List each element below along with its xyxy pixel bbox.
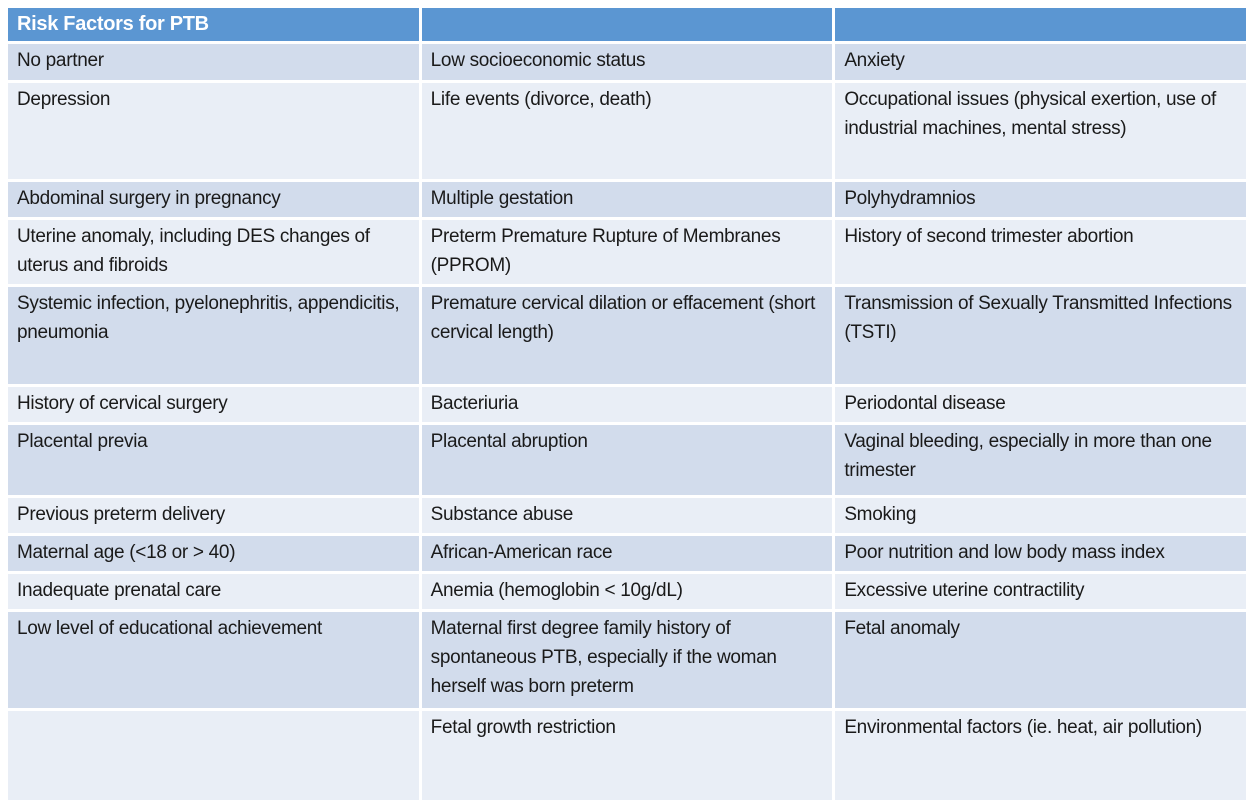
table-cell: History of second trimester abortion bbox=[835, 220, 1246, 284]
table-row: No partner Low socioeconomic status Anxi… bbox=[8, 44, 1246, 80]
table-row: Low level of educational achievement Mat… bbox=[8, 612, 1246, 708]
table-header-row: Risk Factors for PTB bbox=[8, 8, 1246, 41]
table-cell: Bacteriuria bbox=[421, 387, 833, 422]
table-cell: Transmission of Sexually Transmitted Inf… bbox=[835, 287, 1246, 384]
table-cell: Low level of educational achievement bbox=[8, 612, 419, 708]
table-row: History of cervical surgery Bacteriuria … bbox=[8, 387, 1246, 422]
table-row: Inadequate prenatal care Anemia (hemoglo… bbox=[8, 574, 1246, 609]
table-cell: Low socioeconomic status bbox=[421, 44, 833, 80]
table-row: Uterine anomaly, including DES changes o… bbox=[8, 220, 1246, 284]
table-cell bbox=[8, 711, 419, 800]
table-cell: Anxiety bbox=[835, 44, 1246, 80]
table-cell: Smoking bbox=[835, 498, 1246, 533]
table-row: Systemic infection, pyelonephritis, appe… bbox=[8, 287, 1246, 384]
table-row: Previous preterm delivery Substance abus… bbox=[8, 498, 1246, 533]
table-row: Maternal age (<18 or > 40) African-Ameri… bbox=[8, 536, 1246, 571]
table-cell: Inadequate prenatal care bbox=[8, 574, 419, 609]
table-cell: Life events (divorce, death) bbox=[421, 83, 833, 179]
table-cell: Abdominal surgery in pregnancy bbox=[8, 182, 419, 217]
table-cell: Vaginal bleeding, especially in more tha… bbox=[835, 425, 1246, 495]
table-cell: Depression bbox=[8, 83, 419, 179]
table-title: Risk Factors for PTB bbox=[8, 8, 419, 41]
table-row: Fetal growth restriction Environmental f… bbox=[8, 711, 1246, 800]
table-cell: Poor nutrition and low body mass index bbox=[835, 536, 1246, 571]
table-cell: No partner bbox=[8, 44, 419, 80]
header-cell-empty bbox=[421, 8, 833, 41]
header-cell-empty bbox=[835, 8, 1246, 41]
table-cell: Excessive uterine contractility bbox=[835, 574, 1246, 609]
risk-factors-table: Risk Factors for PTB No partner Low soci… bbox=[5, 5, 1249, 803]
table-cell: Uterine anomaly, including DES changes o… bbox=[8, 220, 419, 284]
table-cell: Maternal age (<18 or > 40) bbox=[8, 536, 419, 571]
table-cell: Systemic infection, pyelonephritis, appe… bbox=[8, 287, 419, 384]
table-cell: Placental previa bbox=[8, 425, 419, 495]
table-row: Placental previa Placental abruption Vag… bbox=[8, 425, 1246, 495]
table-cell: Occupational issues (physical exertion, … bbox=[835, 83, 1246, 179]
table-cell: Preterm Premature Rupture of Membranes (… bbox=[421, 220, 833, 284]
table-cell: Maternal first degree family history of … bbox=[421, 612, 833, 708]
table-cell: Premature cervical dilation or effacemen… bbox=[421, 287, 833, 384]
table-cell: Multiple gestation bbox=[421, 182, 833, 217]
table-cell: Substance abuse bbox=[421, 498, 833, 533]
table-cell: Placental abruption bbox=[421, 425, 833, 495]
table-row: Abdominal surgery in pregnancy Multiple … bbox=[8, 182, 1246, 217]
table-cell: African-American race bbox=[421, 536, 833, 571]
table-cell: Polyhydramnios bbox=[835, 182, 1246, 217]
table-cell: Anemia (hemoglobin < 10g/dL) bbox=[421, 574, 833, 609]
table-cell: Fetal growth restriction bbox=[421, 711, 833, 800]
table-cell: Periodontal disease bbox=[835, 387, 1246, 422]
table-row: Depression Life events (divorce, death) … bbox=[8, 83, 1246, 179]
table-cell: Previous preterm delivery bbox=[8, 498, 419, 533]
table-cell: Fetal anomaly bbox=[835, 612, 1246, 708]
table-cell: Environmental factors (ie. heat, air pol… bbox=[835, 711, 1246, 800]
table-cell: History of cervical surgery bbox=[8, 387, 419, 422]
